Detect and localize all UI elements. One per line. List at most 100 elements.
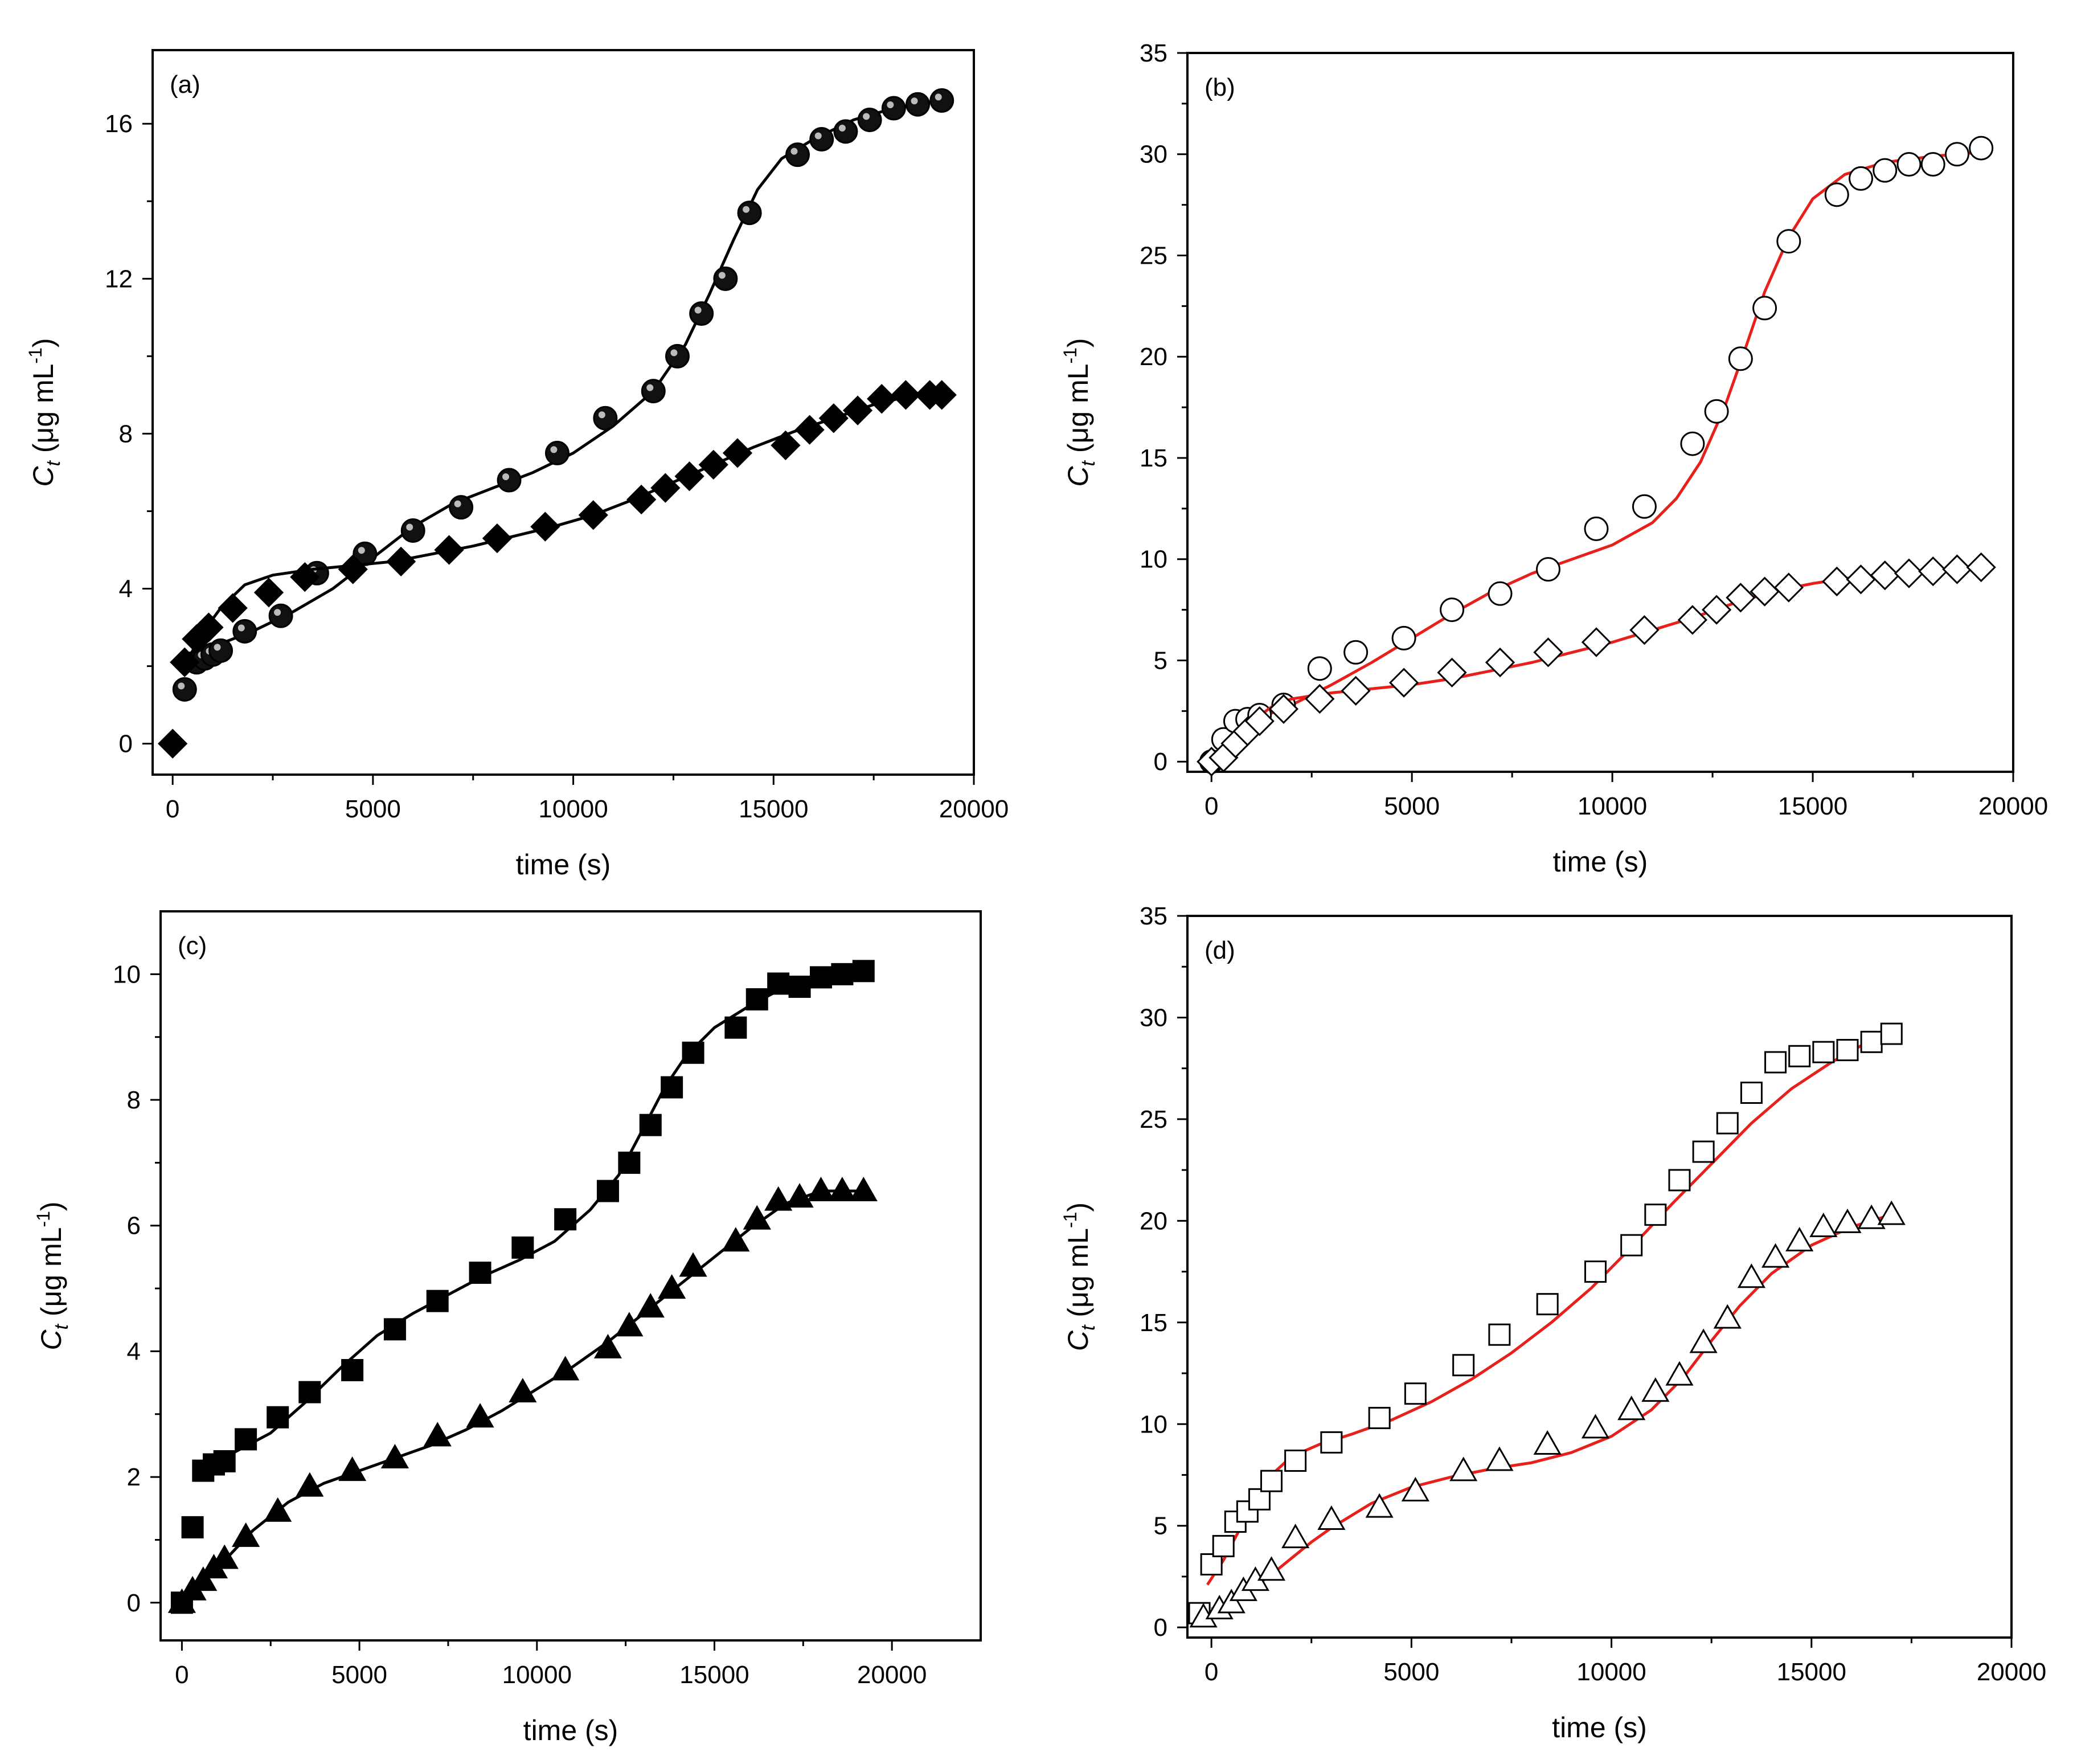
- y-axis-title-close: ): [35, 1201, 67, 1211]
- data-point: [383, 1318, 406, 1341]
- y-tick-label: 0: [127, 1589, 141, 1617]
- panel-label: (b): [1205, 73, 1235, 101]
- data-point: [1584, 1260, 1607, 1283]
- data-point: [426, 1290, 449, 1312]
- y-axis-title-symbol: C: [1062, 466, 1094, 487]
- y-tick-label: 0: [1154, 748, 1167, 776]
- data-point: [1857, 1204, 1886, 1229]
- y-axis-title-subscript: t: [1078, 460, 1099, 466]
- data-point: [1449, 1456, 1478, 1481]
- data-point: [1896, 152, 1922, 177]
- y-axis-title-symbol: C: [35, 1329, 67, 1350]
- data-point: [674, 461, 704, 492]
- data-point: [218, 593, 248, 623]
- data-point: [1785, 1227, 1814, 1252]
- y-axis-title-superscript: -1: [1060, 347, 1080, 363]
- y-axis-title-close: ): [27, 338, 59, 347]
- data-point: [679, 1252, 707, 1277]
- data-point: [1260, 1470, 1283, 1492]
- data-point: [210, 1544, 239, 1569]
- data-point: [1248, 1488, 1271, 1511]
- data-point: [1200, 1553, 1223, 1576]
- y-tick-label: 0: [1154, 1614, 1167, 1642]
- data-point-highlight: [743, 206, 750, 213]
- x-tick-label: 0: [166, 795, 179, 823]
- data-point-highlight: [887, 101, 894, 109]
- data-point: [1212, 1534, 1235, 1557]
- data-point: [1485, 647, 1515, 678]
- data-point: [1629, 615, 1660, 645]
- y-tick-label: 4: [127, 1337, 141, 1365]
- data-point: [1894, 558, 1924, 588]
- series-1: [172, 88, 954, 702]
- y-axis-title-symbol: C: [27, 466, 59, 487]
- y-tick-label: 4: [119, 575, 133, 603]
- data-point: [1437, 657, 1467, 687]
- data-point: [1404, 1382, 1427, 1405]
- data-point: [927, 380, 957, 410]
- data-point: [698, 449, 728, 480]
- data-point: [1284, 1449, 1307, 1472]
- y-tick-label: 25: [1140, 1106, 1167, 1133]
- y-tick-label: 6: [127, 1212, 141, 1240]
- data-point: [232, 619, 257, 644]
- data-point: [1536, 1293, 1559, 1316]
- y-tick-label: 10: [113, 960, 141, 988]
- y-axis-title-unit: (μg mL: [27, 364, 59, 461]
- data-point: [268, 603, 293, 628]
- data-point: [530, 511, 560, 542]
- series-2: [1197, 552, 1996, 777]
- y-tick-label: 10: [1140, 546, 1167, 574]
- data-point: [682, 1041, 704, 1064]
- y-axis-title-superscript: -1: [1060, 1212, 1080, 1228]
- y-tick-label: 15: [1140, 1309, 1167, 1337]
- data-point: [1488, 581, 1513, 606]
- data-point: [1632, 494, 1657, 519]
- data-point: [1388, 668, 1419, 698]
- y-tick-label: 10: [1140, 1410, 1167, 1438]
- data-point-highlight: [646, 384, 654, 391]
- data-point-highlight: [598, 411, 605, 419]
- data-point: [1812, 1041, 1835, 1063]
- data-point: [881, 96, 906, 121]
- data-point: [1320, 1431, 1343, 1454]
- y-tick-label: 25: [1140, 242, 1167, 269]
- data-point: [1485, 1446, 1514, 1471]
- y-tick-label: 5: [1154, 646, 1167, 674]
- data-point: [929, 88, 954, 113]
- data-point: [1716, 1112, 1739, 1135]
- data-point: [189, 1566, 218, 1591]
- y-axis-title-subscript: t: [51, 1323, 72, 1329]
- y-axis-title-subscript: t: [43, 460, 64, 466]
- data-point: [1244, 706, 1275, 736]
- y-tick-label: 16: [105, 110, 133, 138]
- y-axis-title: Ct (μg mL-1): [33, 1201, 72, 1350]
- data-point: [1620, 1234, 1643, 1257]
- data-point: [1641, 1377, 1670, 1402]
- data-point: [296, 1472, 324, 1497]
- data-point: [1401, 1477, 1429, 1502]
- data-point: [1788, 1045, 1811, 1067]
- data-point: [194, 612, 224, 642]
- data-point: [661, 1076, 683, 1099]
- x-tick-label: 0: [175, 1661, 189, 1689]
- data-point: [636, 1293, 665, 1318]
- data-point: [1365, 1493, 1394, 1518]
- series-2: [167, 1177, 878, 1613]
- y-axis-title-symbol: C: [1062, 1330, 1094, 1351]
- data-point: [1665, 1361, 1694, 1386]
- data-point: [626, 484, 657, 515]
- data-point-highlight: [358, 547, 365, 554]
- data-point-highlight: [670, 349, 678, 357]
- x-tick-label: 15000: [739, 795, 808, 823]
- data-point: [1677, 605, 1708, 635]
- plot-frame: [1186, 915, 2013, 1639]
- data-point: [232, 1522, 260, 1547]
- x-tick-label: 5000: [345, 795, 401, 823]
- data-point: [1343, 640, 1369, 665]
- data-point: [1644, 1204, 1667, 1226]
- y-tick-label: 35: [1140, 39, 1167, 67]
- data-point-highlight: [863, 113, 870, 120]
- x-tick-label: 15000: [1777, 1658, 1846, 1686]
- data-point: [764, 1186, 793, 1211]
